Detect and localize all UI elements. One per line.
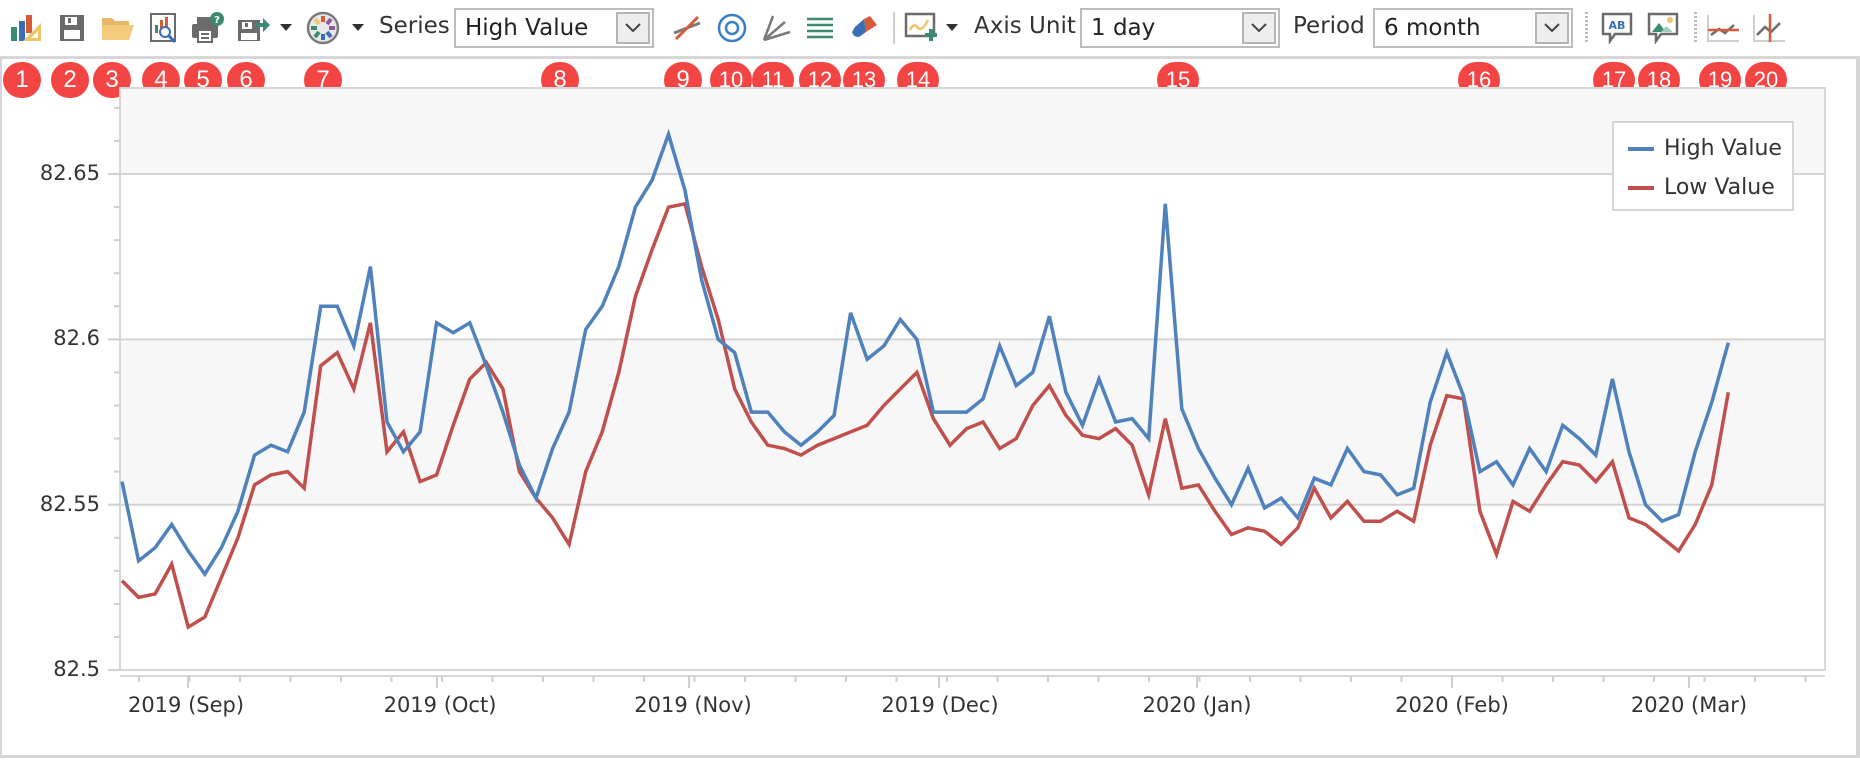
trend-line-icon [673, 15, 701, 41]
svg-text:AB: AB [1609, 19, 1626, 32]
axis-unit-combo[interactable]: 1 day [1080, 8, 1280, 48]
eraser-icon [852, 16, 877, 37]
series-line-low-value[interactable] [120, 201, 1731, 630]
retracement-button[interactable] [800, 8, 840, 48]
palette-dropdown-button[interactable] [350, 8, 366, 48]
image-annotation-button[interactable] [1642, 8, 1684, 48]
chart-wizard-button[interactable] [6, 8, 46, 48]
x-tick-label: 2020 (Feb) [1395, 693, 1509, 717]
trend-line-button[interactable] [666, 8, 708, 48]
export-button[interactable] [232, 8, 276, 48]
period-combo[interactable]: 6 month [1373, 8, 1573, 48]
chart-legend: High Value Low Value [1612, 121, 1794, 211]
toolbar: ? Series High Value Axis [0, 0, 1860, 58]
print-preview-icon [150, 13, 177, 43]
period-combo-value: 6 month [1384, 15, 1481, 41]
export-icon [238, 18, 270, 41]
legend-label-high: High Value [1664, 136, 1782, 161]
open-button[interactable] [96, 8, 140, 48]
x-tick-label: 2020 (Jan) [1142, 693, 1252, 717]
svg-text:?: ? [214, 15, 220, 26]
open-folder-icon [102, 18, 134, 40]
axis-unit-combo-dropdown[interactable] [1242, 12, 1276, 44]
print-preview-button[interactable] [144, 8, 184, 48]
toolbar-separator [1694, 12, 1697, 44]
y-tick-label: 82.5 [53, 657, 100, 682]
fibonacci-circle-icon [717, 13, 747, 43]
x-tick-label: 2019 (Oct) [383, 693, 497, 717]
x-tick-label: 2019 (Nov) [634, 693, 752, 717]
palette-icon [306, 11, 340, 45]
legend-item-low-value[interactable]: Low Value [1628, 175, 1775, 200]
chevron-down-icon [625, 23, 641, 33]
x-tick-label: 2019 (Sep) [127, 693, 245, 717]
horizontal-line-icon [1707, 15, 1739, 42]
axis-unit-label: Axis Unit [974, 13, 1076, 39]
series-combo-dropdown[interactable] [616, 12, 650, 44]
callout-badge-4: 4 [142, 62, 180, 98]
period-combo-dropdown[interactable] [1535, 12, 1569, 44]
x-tick-label: 2020 (Mar) [1630, 693, 1748, 717]
fibonacci-circle-button[interactable] [712, 8, 752, 48]
caret-down-icon [352, 24, 364, 31]
save-icon [60, 15, 84, 41]
x-tick-label: 2019 (Dec) [881, 693, 999, 717]
legend-label-low: Low Value [1664, 175, 1775, 200]
y-tick-label: 82.65 [39, 161, 100, 185]
callout-badge-1: 1 [3, 62, 41, 98]
chevron-down-icon [1251, 23, 1267, 33]
series-label: Series [379, 13, 450, 39]
export-dropdown-button[interactable] [278, 8, 294, 48]
horizontal-line-button[interactable] [1702, 8, 1744, 48]
axis-unit-combo-value: 1 day [1091, 15, 1156, 41]
vertical-line-icon [1753, 14, 1785, 42]
caret-down-icon [946, 24, 958, 31]
image-annotation-icon [1647, 12, 1679, 44]
fan-lines-icon [762, 15, 791, 42]
series-line-high-value[interactable] [120, 128, 1730, 578]
legend-swatch-high [1628, 146, 1654, 151]
text-annotation-button[interactable]: AB [1596, 8, 1638, 48]
text-annotation-icon: AB [1601, 12, 1633, 44]
legend-swatch-low [1628, 185, 1654, 190]
erase-button[interactable] [844, 8, 884, 48]
period-label: Period [1293, 13, 1365, 39]
chevron-down-icon [1544, 23, 1560, 33]
fan-lines-button[interactable] [756, 8, 796, 48]
add-indicator-icon [904, 12, 937, 41]
series-combo-value: High Value [465, 15, 589, 41]
y-tick-label: 82.6 [53, 326, 100, 351]
toolbar-separator [893, 12, 895, 44]
print-button[interactable]: ? [186, 8, 230, 48]
retracement-icon [807, 17, 833, 39]
callout-badge-3: 3 [93, 62, 131, 98]
add-indicator-button[interactable] [900, 8, 942, 48]
chart-wizard-icon [11, 15, 41, 41]
print-icon: ? [192, 12, 224, 43]
add-indicator-dropdown-button[interactable] [944, 8, 960, 48]
caret-down-icon [280, 24, 292, 31]
callout-badge-2: 2 [51, 62, 89, 98]
vertical-line-button[interactable] [1748, 8, 1790, 48]
toolbar-separator [1585, 12, 1588, 44]
palette-button[interactable] [302, 8, 344, 48]
y-tick-label: 82.55 [39, 491, 100, 516]
legend-item-high-value[interactable]: High Value [1628, 136, 1782, 161]
series-combo[interactable]: High Value [454, 8, 654, 48]
save-button[interactable] [52, 8, 92, 48]
